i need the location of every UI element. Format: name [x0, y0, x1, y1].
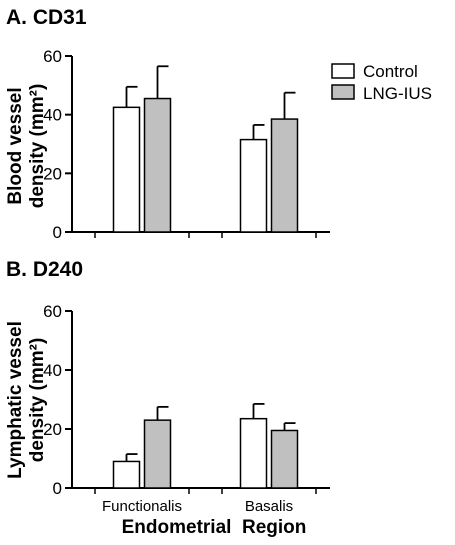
- category-label: Functionalis: [102, 498, 182, 515]
- y-axis-label-line2: density (mm²): [27, 84, 48, 209]
- y-axis-label-line2: density (mm²): [27, 338, 48, 463]
- bar-control-basalis: [239, 417, 268, 489]
- legend: Control LNG-IUS: [331, 62, 432, 103]
- bar-control-basalis: [239, 138, 268, 233]
- bar-lng-ius-basalis: [270, 118, 299, 233]
- bar-lng-ius-functionalis: [143, 419, 172, 489]
- x-axis-title: Endometrial Region: [122, 517, 307, 538]
- bar-lng-ius-basalis: [270, 429, 299, 489]
- y-tick-label: 40: [43, 106, 62, 125]
- panel-d240: B. D240 Lymphatic vessel density (mm²) 0…: [5, 258, 330, 515]
- panel-title: A. CD31: [6, 6, 87, 29]
- legend-label-lng-ius: LNG-IUS: [363, 84, 432, 103]
- y-axis-label-line1: Lymphatic vessel: [5, 321, 26, 479]
- y-tick-label: 60: [43, 47, 62, 66]
- y-tick-label: 60: [43, 302, 62, 321]
- bar-control-functionalis: [112, 460, 141, 489]
- category-label: Basalis: [245, 498, 293, 515]
- y-tick-label: 40: [43, 361, 62, 380]
- legend-swatch-lng-ius: [331, 84, 355, 100]
- panel-title: B. D240: [6, 258, 83, 281]
- legend-label-control: Control: [363, 62, 418, 81]
- plot-area: 0 20 40 60 Functionalis Basalis: [43, 302, 330, 515]
- y-tick-label: 0: [53, 479, 62, 498]
- y-tick-label: 0: [53, 223, 62, 242]
- panel-cd31: A. CD31 Blood vessel density (mm²) 0 20 40…: [5, 6, 330, 242]
- bar-lng-ius-functionalis: [143, 97, 172, 233]
- plot-area: 0 20 40 60: [43, 47, 330, 242]
- y-axis-label-line1: Blood vessel: [5, 87, 26, 204]
- legend-swatch-control: [331, 63, 355, 79]
- y-tick-label: 20: [43, 164, 62, 183]
- bar-control-functionalis: [112, 106, 141, 233]
- y-tick-label: 20: [43, 420, 62, 439]
